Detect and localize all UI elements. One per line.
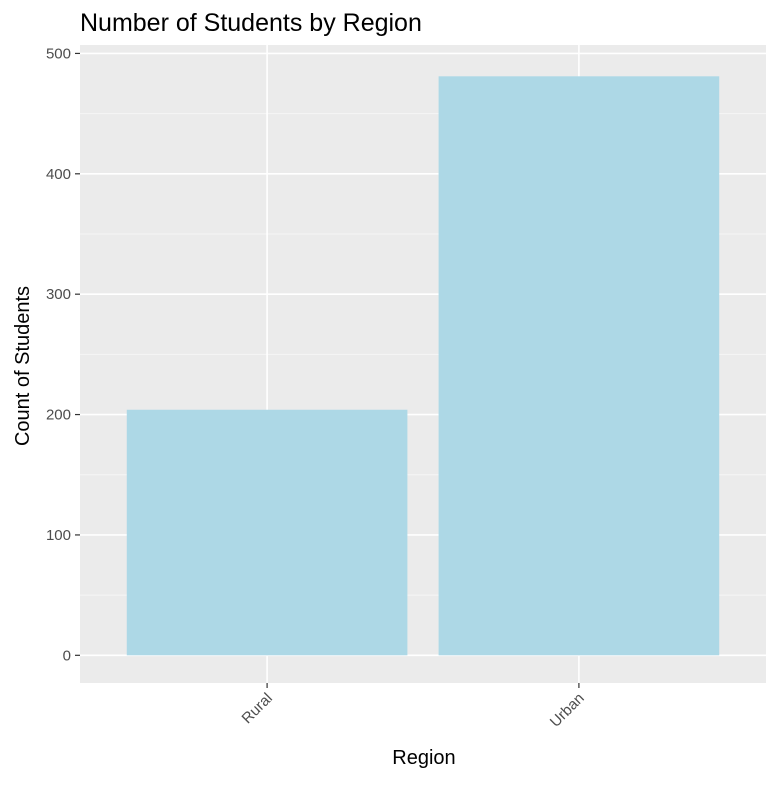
y-tick-label: 200 [46, 407, 71, 424]
y-tick-label: 400 [46, 166, 71, 183]
y-tick-label: 500 [46, 45, 71, 62]
y-tick-label: 300 [46, 286, 71, 303]
chart-title: Number of Students by Region [80, 9, 422, 37]
bar-rural [126, 409, 408, 656]
bars [126, 76, 720, 656]
y-axis: 0 100 200 300 400 500 [46, 45, 80, 664]
y-tick-label: 100 [46, 527, 71, 544]
y-tick-label: 0 [63, 647, 71, 664]
bar-urban [438, 76, 720, 656]
x-axis-title: Region [392, 747, 455, 769]
y-axis-title: Count of Students [12, 286, 34, 446]
